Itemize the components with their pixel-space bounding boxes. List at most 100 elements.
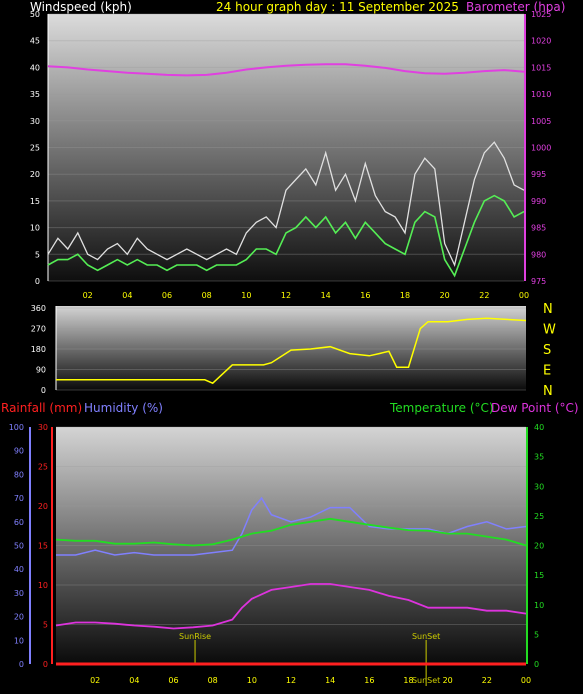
wind-xtick-label: 04 <box>122 291 132 300</box>
wind-xtick-label: 12 <box>281 291 291 300</box>
barometer-ytick-label: 1015 <box>531 63 551 72</box>
climate-xtick-label: 10 <box>247 676 257 685</box>
compass-label: E <box>543 364 551 379</box>
barometer-ytick-label: 1005 <box>531 117 551 126</box>
temperature-ytick-label: 20 <box>534 542 544 551</box>
barometer-ytick-label: 985 <box>531 224 546 233</box>
humidity-ytick-label: 40 <box>14 565 24 574</box>
climate-xtick-label: 18 <box>403 676 413 685</box>
climate-xtick-label: 12 <box>286 676 296 685</box>
barometer-line <box>47 63 525 77</box>
wind-ytick-label: 50 <box>30 10 40 19</box>
wind-average-line <box>47 194 525 278</box>
wind-ytick-label: 0 <box>35 277 40 286</box>
climate-xtick-label: 22 <box>482 676 492 685</box>
temperature-ytick-label: 10 <box>534 601 544 610</box>
wind-ytick-label: 15 <box>30 197 40 206</box>
wind-ytick-label: 25 <box>30 144 40 153</box>
direction-ytick-label: 180 <box>31 345 46 354</box>
humidity-ytick-label: 10 <box>14 636 24 645</box>
temperature-ytick-label: 0 <box>534 660 539 669</box>
humidity-ytick-label: 0 <box>19 660 24 669</box>
climate-xtick-label: 02 <box>90 676 100 685</box>
compass-label: N <box>543 302 553 317</box>
humidity-ytick-label: 100 <box>9 423 24 432</box>
wind-xtick-label: 16 <box>360 291 370 300</box>
wind-xtick-label: 08 <box>202 291 212 300</box>
temperature-line <box>55 517 527 547</box>
wind-xtick-label: 22 <box>479 291 489 300</box>
sunset-label: SunSet <box>412 632 440 641</box>
humidity-ytick-label: 20 <box>14 613 24 622</box>
rainfall-ytick-label: 20 <box>38 502 48 511</box>
wind-ytick-label: 45 <box>30 37 40 46</box>
rainfall-ytick-label: 0 <box>43 660 48 669</box>
compass-label: W <box>543 323 556 338</box>
barometer-ytick-label: 995 <box>531 170 546 179</box>
dewpoint-axis-title: Dew Point (°C) <box>491 401 579 415</box>
compass-label: S <box>543 343 551 358</box>
dewpoint-line <box>55 583 527 630</box>
barometer-ytick-label: 975 <box>531 277 546 286</box>
humidity-ytick-label: 50 <box>14 542 24 551</box>
rainfall-ytick-label: 10 <box>38 581 48 590</box>
wind-ytick-label: 5 <box>35 250 40 259</box>
rainfall-axis-title: Rainfall (mm) <box>1 401 82 415</box>
wind-gust-line <box>47 141 525 267</box>
wind-axis-title: Windspeed (kph) <box>30 0 132 14</box>
climate-xtick-label: 08 <box>208 676 218 685</box>
humidity-axis-title: Humidity (%) <box>84 401 163 415</box>
direction-ytick-label: 360 <box>31 304 46 313</box>
wind-xtick-label: 18 <box>400 291 410 300</box>
wind-ytick-label: 20 <box>30 170 40 179</box>
direction-ytick-label: 90 <box>36 366 46 375</box>
wind-xtick-label: 14 <box>321 291 331 300</box>
wind-ytick-label: 10 <box>30 224 40 233</box>
climate-xtick-label: 14 <box>325 676 335 685</box>
direction-panel <box>56 306 526 390</box>
sunrise-label: SunRise <box>179 632 211 641</box>
humidity-ytick-label: 60 <box>14 518 24 527</box>
rainfall-ytick-label: 30 <box>38 423 48 432</box>
wind-ytick-label: 30 <box>30 117 40 126</box>
temperature-ytick-label: 40 <box>534 423 544 432</box>
humidity-ytick-label: 90 <box>14 447 24 456</box>
wind-ytick-label: 40 <box>30 63 40 72</box>
rainfall-ytick-label: 25 <box>38 463 48 472</box>
humidity-ytick-label: 70 <box>14 494 24 503</box>
barometer-ytick-label: 1025 <box>531 10 551 19</box>
barometer-ytick-label: 1010 <box>531 90 551 99</box>
wind-ytick-label: 35 <box>30 90 40 99</box>
direction-line <box>56 317 527 385</box>
climate-panel <box>56 427 526 664</box>
temperature-ytick-label: 5 <box>534 630 539 639</box>
climate-xtick-label: 04 <box>129 676 139 685</box>
rainfall-ytick-label: 5 <box>43 621 48 630</box>
climate-xtick-label: 20 <box>443 676 453 685</box>
wind-xtick-label: 06 <box>162 291 172 300</box>
sunset-bottom-label: SunSet <box>412 676 440 685</box>
climate-xtick-label: 00 <box>521 676 531 685</box>
wind-xtick-label: 20 <box>440 291 450 300</box>
temperature-ytick-label: 35 <box>534 453 544 462</box>
barometer-ytick-label: 1000 <box>531 144 551 153</box>
rainfall-ytick-label: 15 <box>38 542 48 551</box>
wind-panel <box>48 14 524 281</box>
barometer-axis-title: Barometer (hpa) <box>466 0 565 14</box>
humidity-ytick-label: 80 <box>14 470 24 479</box>
compass-label: N <box>543 384 553 399</box>
direction-ytick-label: 0 <box>41 386 46 395</box>
climate-xtick-label: 16 <box>364 676 374 685</box>
barometer-ytick-label: 1020 <box>531 37 551 46</box>
temperature-ytick-label: 15 <box>534 571 544 580</box>
temperature-ytick-label: 25 <box>534 512 544 521</box>
wind-xtick-label: 00 <box>519 291 529 300</box>
graph-date-title: 24 hour graph day : 11 September 2025 <box>216 0 459 14</box>
barometer-ytick-label: 980 <box>531 250 546 259</box>
temperature-ytick-label: 30 <box>534 482 544 491</box>
temperature-axis-title: Temperature (°C) <box>389 401 494 415</box>
direction-ytick-label: 270 <box>31 325 46 334</box>
climate-xtick-label: 06 <box>168 676 178 685</box>
barometer-ytick-label: 990 <box>531 197 546 206</box>
